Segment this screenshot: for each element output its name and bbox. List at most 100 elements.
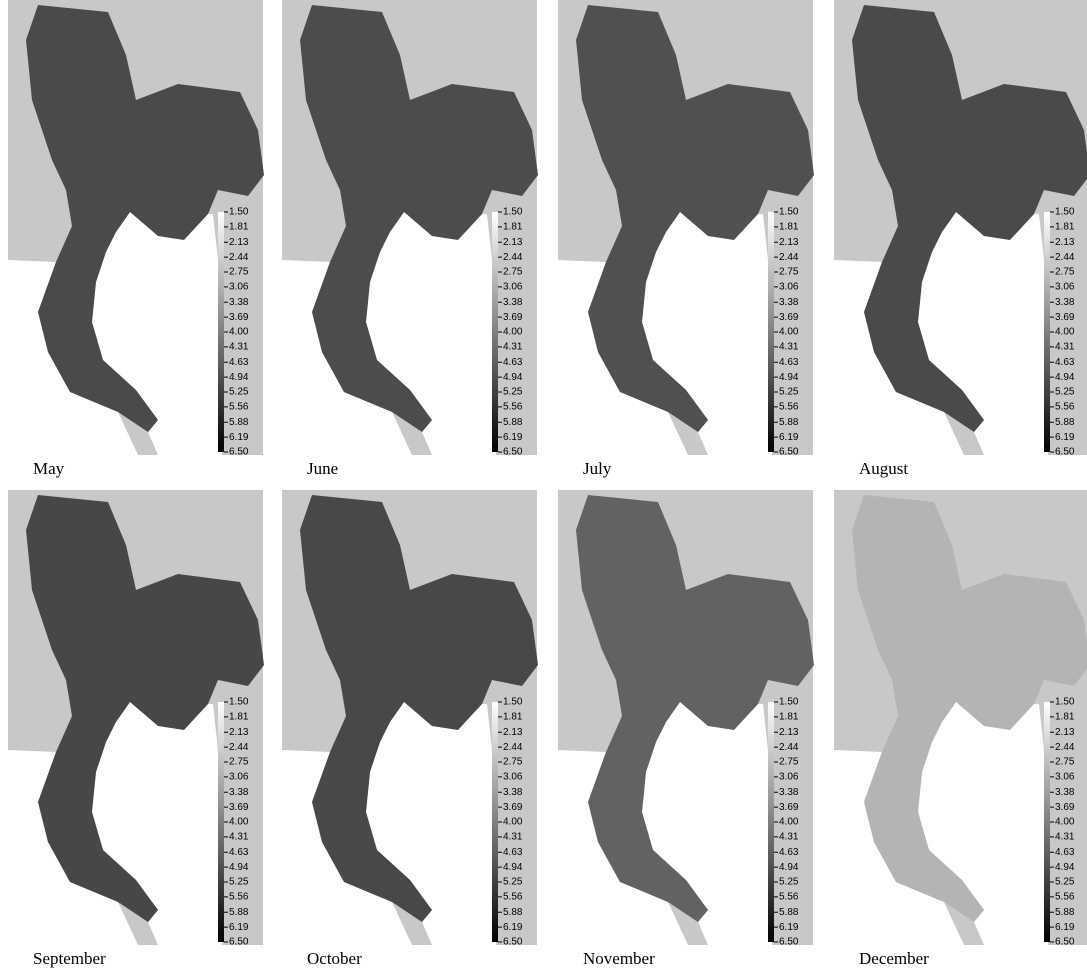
colorbar-label: 4.31 — [229, 342, 249, 353]
colorbar — [1044, 212, 1050, 452]
colorbar-label: 2.75 — [1055, 757, 1075, 768]
figure: 1.50 1.81 2.13 2.44 2.75 3.06 3.38 3.69 4.00 4.31… — [0, 0, 1087, 976]
colorbar-label: 4.00 — [779, 817, 799, 828]
colorbar-label: 3.69 — [779, 802, 799, 813]
colorbar-label: 3.06 — [229, 282, 249, 293]
colorbar-label: 1.81 — [1055, 712, 1075, 723]
colorbar-label: 5.25 — [229, 387, 249, 398]
map-panel: 1.501.812.132.442.753.063.383.694.004.31… — [834, 0, 1087, 478]
colorbar-label: 6.19 — [503, 432, 523, 443]
colorbar-label: 1.50 — [779, 697, 799, 708]
map-panel: 1.501.812.132.442.753.063.383.694.004.31… — [8, 0, 264, 478]
colorbar-label: 5.25 — [229, 877, 249, 888]
colorbar-label: 3.38 — [229, 787, 249, 798]
colorbar-label: 2.44 — [779, 742, 799, 753]
colorbar-label: 2.44 — [229, 252, 249, 263]
map-panel: 1.501.812.132.442.753.063.383.694.004.31… — [282, 490, 538, 968]
colorbar-label: 3.69 — [503, 312, 523, 323]
colorbar-label: 6.19 — [1055, 922, 1075, 933]
colorbar-label: 1.50 — [779, 207, 799, 218]
map-panel: 1.501.812.132.442.753.063.383.694.004.31… — [834, 490, 1087, 968]
colorbar-label: 2.44 — [503, 252, 523, 263]
colorbar-label: 3.69 — [1055, 802, 1075, 813]
colorbar-label: 5.25 — [779, 877, 799, 888]
colorbar-label: 6.50 — [229, 937, 249, 948]
colorbar-label: 4.63 — [1055, 357, 1075, 368]
colorbar-label: 4.31 — [779, 342, 799, 353]
colorbar-label: 6.19 — [503, 922, 523, 933]
colorbar-label: 2.13 — [779, 237, 799, 248]
colorbar-label: 2.75 — [503, 267, 523, 278]
colorbar-label: 1.50 — [229, 207, 249, 218]
colorbar-label: 4.00 — [229, 327, 249, 338]
colorbar-label: 2.44 — [229, 742, 249, 753]
month-label: September — [33, 949, 106, 968]
colorbar-label: 3.06 — [1055, 772, 1075, 783]
month-label: May — [33, 459, 65, 478]
colorbar-label: 5.88 — [779, 907, 799, 918]
colorbar-label: 2.75 — [229, 267, 249, 278]
colorbar-label: 1.81 — [503, 222, 523, 233]
colorbar-label: 1.50 — [503, 697, 523, 708]
colorbar-label: 5.25 — [1055, 877, 1075, 888]
colorbar-label: 5.88 — [229, 417, 249, 428]
colorbar-label: 6.19 — [779, 432, 799, 443]
colorbar-label: 4.94 — [229, 862, 249, 873]
colorbar-label: 5.56 — [503, 892, 523, 903]
colorbar-label: 3.06 — [229, 772, 249, 783]
colorbar-label: 2.13 — [503, 237, 523, 248]
colorbar-label: 4.31 — [779, 832, 799, 843]
colorbar-label: 1.81 — [779, 222, 799, 233]
colorbar-label: 4.00 — [503, 327, 523, 338]
colorbar-label: 5.88 — [1055, 907, 1075, 918]
colorbar-label: 2.75 — [779, 757, 799, 768]
colorbar-label: 6.50 — [503, 447, 523, 458]
colorbar-label: 5.88 — [1055, 417, 1075, 428]
colorbar — [218, 212, 224, 452]
map-panel: 1.501.812.132.442.753.063.383.694.004.31… — [558, 0, 814, 478]
colorbar-label: 3.06 — [779, 772, 799, 783]
month-label: December — [859, 949, 929, 968]
colorbar-label: 4.94 — [779, 862, 799, 873]
colorbar-label: 4.00 — [503, 817, 523, 828]
colorbar-label: 1.50 — [503, 207, 523, 218]
colorbar-label: 4.31 — [1055, 832, 1075, 843]
colorbar-label: 4.00 — [1055, 817, 1075, 828]
colorbar-label: 5.88 — [779, 417, 799, 428]
colorbar-label: 2.13 — [503, 727, 523, 738]
colorbar-label: 2.75 — [779, 267, 799, 278]
colorbar-label: 4.94 — [503, 862, 523, 873]
colorbar-label: 6.19 — [229, 432, 249, 443]
colorbar-label: 5.56 — [229, 402, 249, 413]
colorbar-label: 2.75 — [229, 757, 249, 768]
colorbar-label: 2.75 — [1055, 267, 1075, 278]
colorbar-label: 2.13 — [1055, 727, 1075, 738]
colorbar-label: 1.81 — [779, 712, 799, 723]
colorbar-label: 6.19 — [1055, 432, 1075, 443]
colorbar-label: 4.63 — [1055, 847, 1075, 858]
colorbar-label: 2.44 — [1055, 742, 1075, 753]
colorbar-label: 6.50 — [1055, 937, 1075, 948]
map-panel: 1.501.812.132.442.753.063.383.694.004.31… — [8, 490, 264, 968]
colorbar-label: 5.25 — [503, 877, 523, 888]
colorbar-label: 4.63 — [503, 357, 523, 368]
colorbar-label: 4.94 — [1055, 372, 1075, 383]
colorbar-label: 2.13 — [779, 727, 799, 738]
month-label: June — [307, 459, 338, 478]
colorbar-label: 2.13 — [229, 237, 249, 248]
colorbar-label: 3.69 — [779, 312, 799, 323]
colorbar-label: 4.31 — [229, 832, 249, 843]
colorbar-label: 1.81 — [1055, 222, 1075, 233]
colorbar-label: 3.38 — [1055, 297, 1075, 308]
colorbar-label: 4.63 — [779, 357, 799, 368]
colorbar-label: 5.25 — [1055, 387, 1075, 398]
colorbar-label: 3.06 — [503, 282, 523, 293]
colorbar-label: 3.06 — [503, 772, 523, 783]
colorbar-label: 4.63 — [229, 847, 249, 858]
colorbar-label: 6.19 — [779, 922, 799, 933]
colorbar-label: 4.31 — [503, 342, 523, 353]
colorbar-label: 4.31 — [1055, 342, 1075, 353]
colorbar — [1044, 702, 1050, 942]
colorbar-label: 2.44 — [779, 252, 799, 263]
colorbar-label: 3.38 — [503, 787, 523, 798]
